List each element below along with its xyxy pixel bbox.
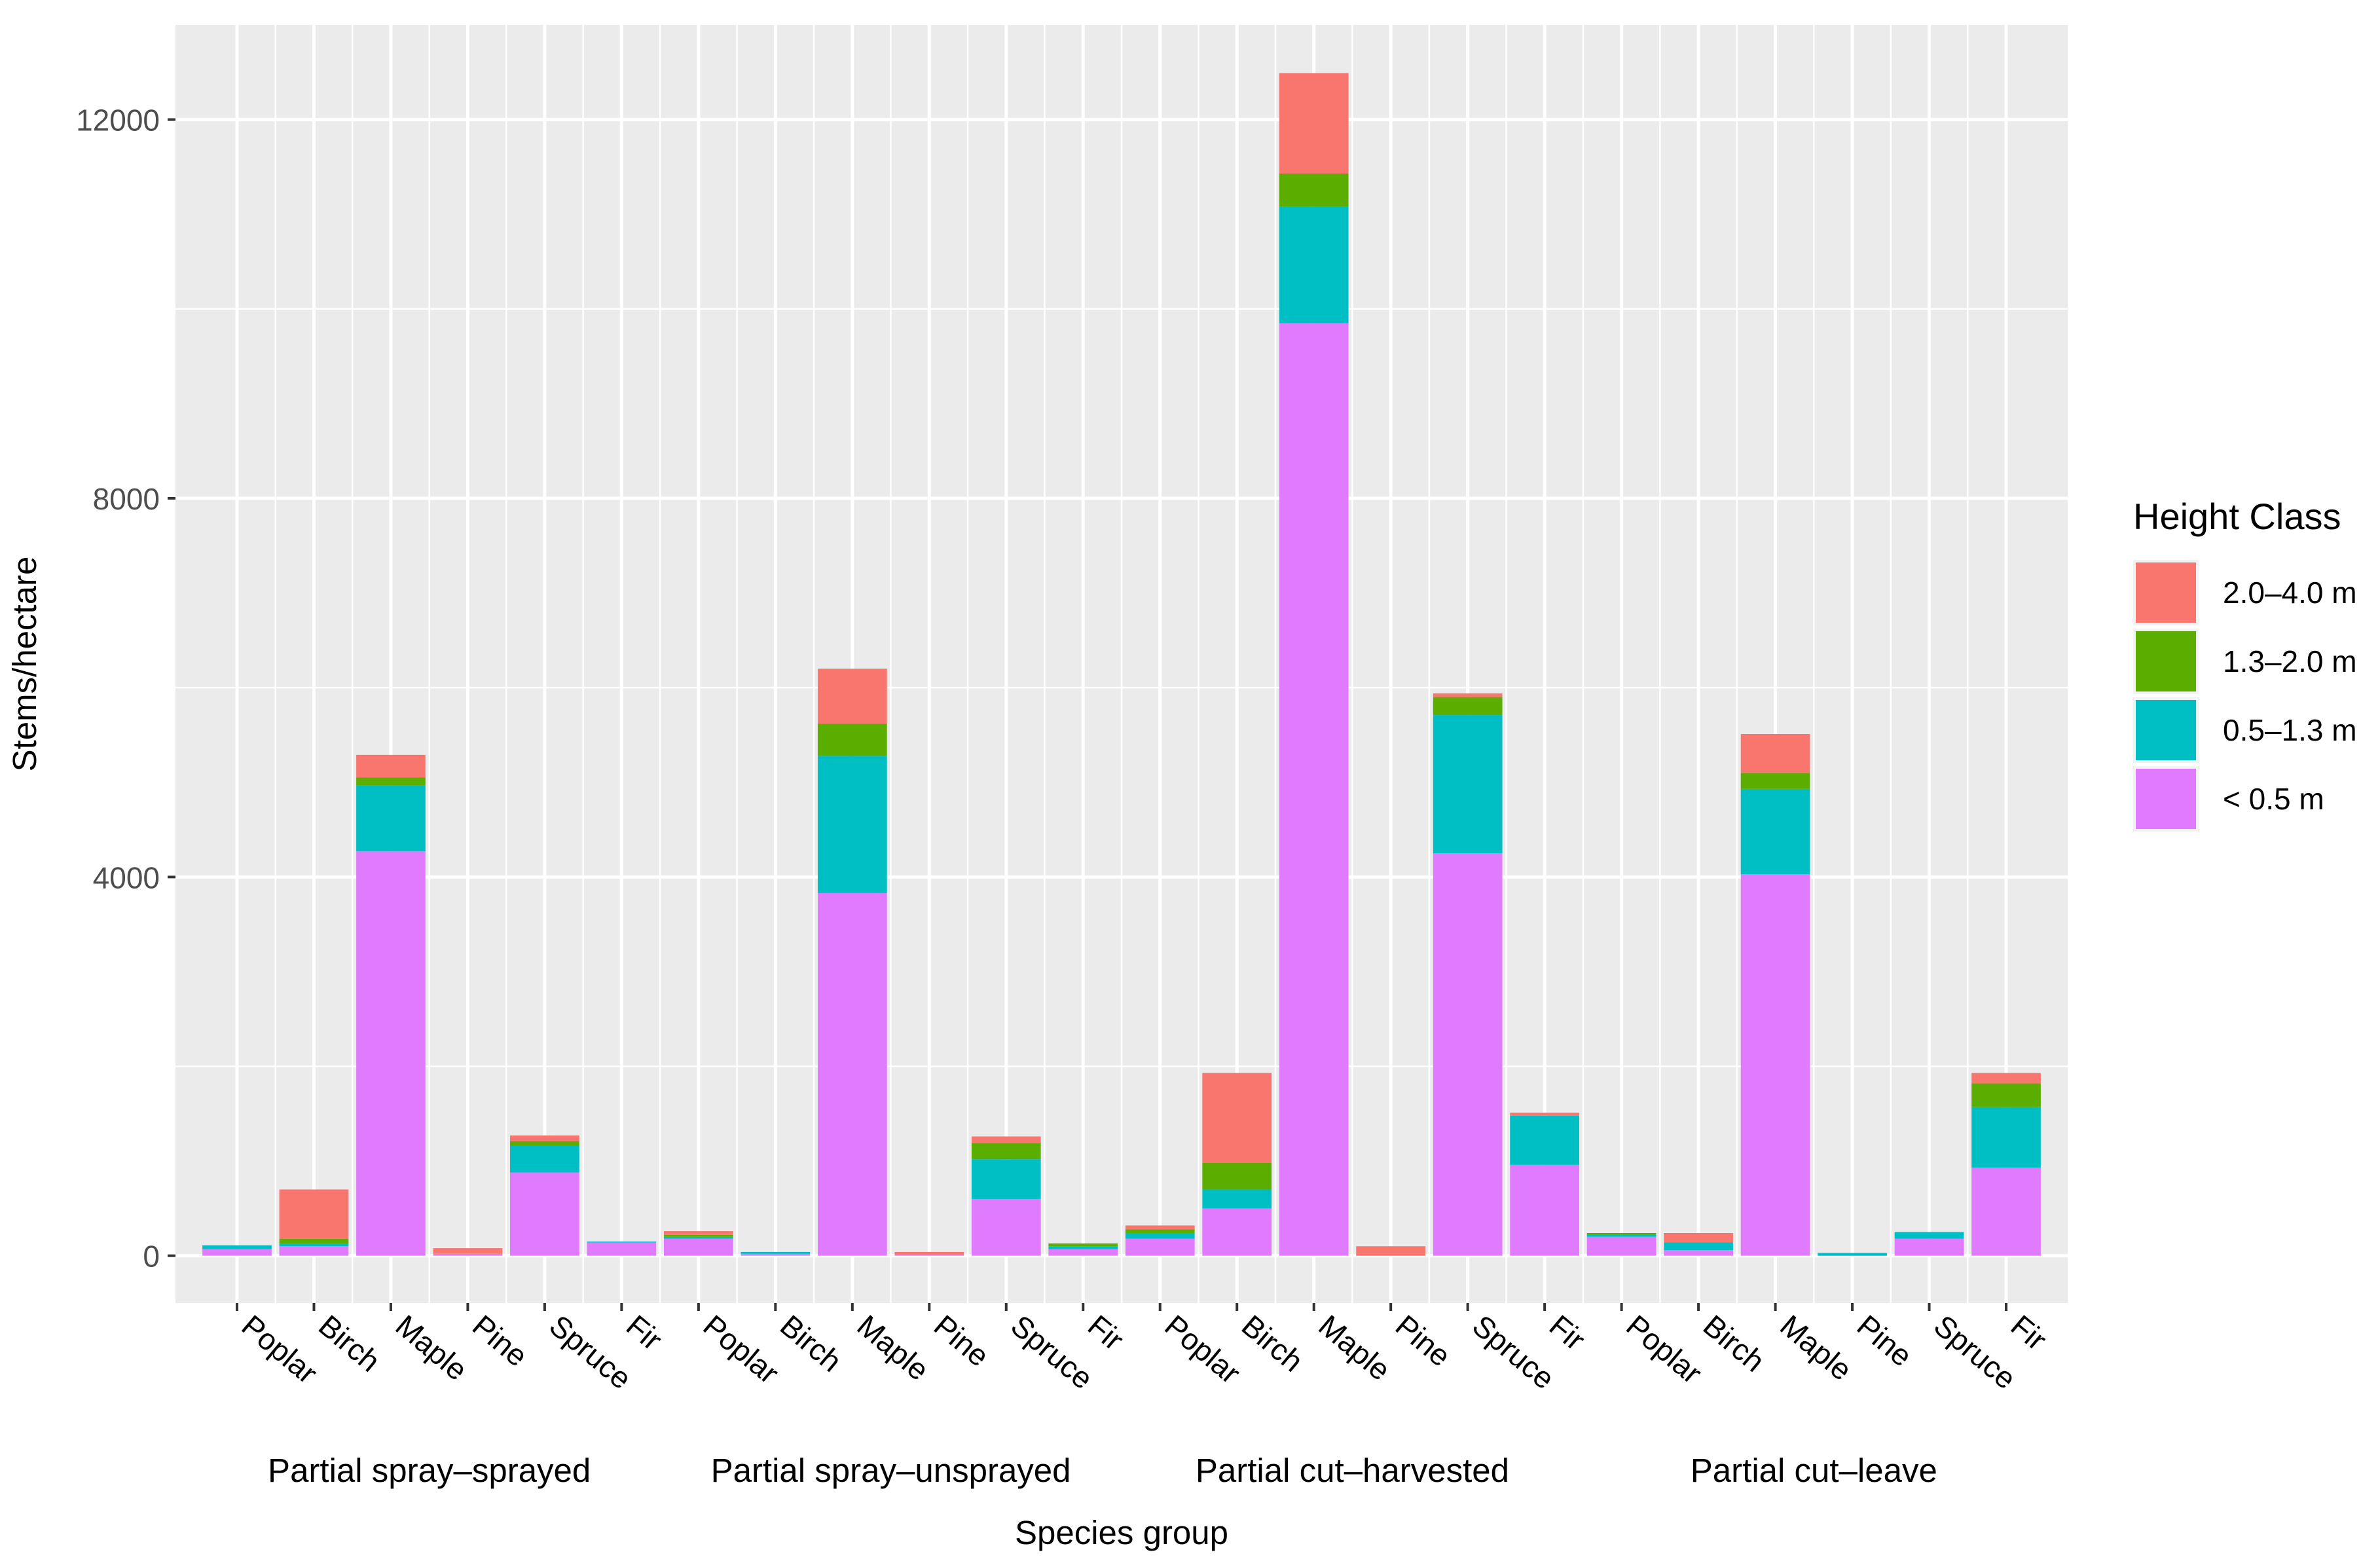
- bar-segment-birch-g1-s4: [279, 1189, 349, 1239]
- bar-segment-maple-g4-s1: [1740, 874, 1810, 1256]
- bar-segment-birch-g2-s2: [741, 1251, 811, 1254]
- legend-title: Height Class: [2133, 496, 2341, 537]
- group-label: Partial cut–harvested: [1196, 1452, 1509, 1489]
- bar-segment-maple-g1-s4: [356, 754, 426, 778]
- bar-segment-birch-g1-s1: [279, 1246, 349, 1256]
- bar-segment-birch-g3-s4: [1202, 1073, 1272, 1164]
- group-label: Partial cut–leave: [1691, 1452, 1937, 1489]
- bar-segment-poplar-g2-s1: [663, 1238, 733, 1256]
- legend: Height Class 2.0–4.0 m 1.3–2.0 m 0.5–1.3 m…: [2133, 496, 2357, 832]
- bar-segment-spruce-g2-s4: [971, 1136, 1041, 1143]
- bar-segment-poplar-g4-s3: [1586, 1233, 1657, 1235]
- bar-segment-poplar-g3-s1: [1125, 1238, 1195, 1256]
- bar-segment-maple-g2-s1: [817, 893, 887, 1256]
- legend-key-swatch: [2136, 700, 2196, 760]
- bar-segment-spruce-g1-s1: [510, 1172, 579, 1256]
- bar-segment-maple-g1-s1: [356, 851, 426, 1256]
- bar-segment-spruce-g3-s1: [1433, 853, 1503, 1256]
- bar-segment-fir-g3-s2: [1510, 1115, 1580, 1165]
- bar-segment-fir-g2-s3: [1048, 1243, 1118, 1247]
- bar-segment-spruce-g2-s3: [971, 1143, 1041, 1160]
- bar-segment-spruce-g4-s1: [1894, 1238, 1964, 1256]
- legend-label: 2.0–4.0 m: [2223, 576, 2357, 610]
- bar-segment-fir-g2-s2: [1048, 1246, 1118, 1249]
- x-axis-title: Species group: [1015, 1514, 1228, 1551]
- bar-segment-poplar-g2-s3: [663, 1234, 733, 1237]
- bar-segment-poplar-g3-s4: [1125, 1225, 1195, 1230]
- bar-segment-spruce-g3-s4: [1433, 693, 1503, 697]
- bar-segment-poplar-g1-s1: [202, 1249, 272, 1256]
- bar-segment-pine-g4-s2: [1818, 1253, 1887, 1256]
- bar-segment-maple-g2-s2: [817, 756, 887, 893]
- bar-segment-maple-g3-s1: [1279, 323, 1349, 1256]
- bar-segment-fir-g3-s1: [1510, 1164, 1580, 1256]
- group-label: Partial spray–unsprayed: [711, 1452, 1071, 1489]
- y-axis-title: Stems/hectare: [6, 557, 43, 772]
- bar-segment-maple-g2-s3: [817, 724, 887, 756]
- bar-segment-birch-g3-s1: [1202, 1208, 1272, 1256]
- bar-segment-maple-g1-s2: [356, 785, 426, 852]
- bar-segment-poplar-g1-s2: [202, 1245, 272, 1249]
- bar-segment-maple-g4-s3: [1740, 773, 1810, 789]
- bar-segment-spruce-g2-s1: [971, 1198, 1041, 1256]
- bar-segment-spruce-g2-s2: [971, 1159, 1041, 1199]
- minor-gridlines: [175, 25, 2068, 1303]
- bar-segment-birch-g3-s2: [1202, 1189, 1272, 1209]
- bar-segment-maple-g1-s3: [356, 777, 426, 786]
- bars: [202, 73, 2041, 1256]
- bar-segment-fir-g1-s1: [587, 1242, 657, 1256]
- bar-segment-pine-g3-s4: [1356, 1246, 1426, 1256]
- y-tick-label: 8000: [93, 482, 160, 516]
- legend-label: 0.5–1.3 m: [2223, 713, 2357, 747]
- y-tick-label: 12000: [76, 103, 160, 138]
- bar-segment-fir-g4-s2: [1971, 1107, 2041, 1168]
- legend-label: 1.3–2.0 m: [2223, 644, 2357, 678]
- bar-segment-maple-g3-s4: [1279, 73, 1349, 174]
- legend-key-swatch: [2136, 769, 2196, 829]
- bar-segment-spruce-g3-s3: [1433, 697, 1503, 716]
- bar-segment-spruce-g1-s2: [510, 1145, 579, 1173]
- bar-segment-poplar-g3-s3: [1125, 1229, 1195, 1234]
- legend-key-swatch: [2136, 631, 2196, 691]
- y-tick-label: 4000: [93, 860, 160, 894]
- bar-segment-maple-g3-s3: [1279, 174, 1349, 207]
- bar-segment-maple-g4-s2: [1740, 788, 1810, 874]
- bar-segment-maple-g3-s2: [1279, 206, 1349, 323]
- y-tick-label: 0: [143, 1240, 160, 1274]
- bar-segment-spruce-g1-s3: [510, 1141, 579, 1146]
- bar-segment-birch-g1-s2: [279, 1243, 349, 1247]
- bar-segment-spruce-g4-s2: [1894, 1232, 1964, 1239]
- bar-segment-maple-g4-s4: [1740, 733, 1810, 773]
- legend-key-swatch: [2136, 562, 2196, 623]
- bar-segment-birch-g4-s4: [1664, 1233, 1733, 1243]
- bar-segment-fir-g4-s4: [1971, 1073, 2041, 1084]
- bar-segment-poplar-g4-s1: [1586, 1236, 1657, 1256]
- bar-segment-fir-g3-s4: [1510, 1113, 1580, 1116]
- bar-segment-fir-g4-s3: [1971, 1083, 2041, 1107]
- bar-segment-pine-g1-s1: [433, 1253, 503, 1256]
- bar-segment-birch-g2-s1: [741, 1253, 811, 1256]
- bar-segment-poplar-g2-s4: [663, 1231, 733, 1235]
- bar-segment-birch-g1-s3: [279, 1238, 349, 1243]
- bar-segment-spruce-g3-s2: [1433, 715, 1503, 854]
- legend-label: < 0.5 m: [2223, 782, 2324, 816]
- bar-segment-fir-g4-s1: [1971, 1168, 2041, 1256]
- y-axis: 0 4000 8000 12000: [76, 103, 175, 1274]
- bar-segment-birch-g4-s1: [1664, 1250, 1733, 1256]
- bar-segment-birch-g4-s2: [1664, 1242, 1733, 1251]
- bar-segment-maple-g2-s4: [817, 669, 887, 724]
- bar-segment-pine-g1-s4: [433, 1248, 503, 1254]
- bar-segment-spruce-g1-s4: [510, 1135, 579, 1141]
- bar-segment-pine-g2-s4: [894, 1251, 964, 1255]
- bar-segment-poplar-g4-s2: [1586, 1234, 1657, 1237]
- bar-segment-poplar-g2-s2: [663, 1236, 733, 1239]
- bar-segment-poplar-g3-s2: [1125, 1233, 1195, 1239]
- group-label: Partial spray–sprayed: [268, 1452, 591, 1489]
- bar-segment-fir-g2-s1: [1048, 1249, 1118, 1256]
- bar-segment-birch-g3-s3: [1202, 1163, 1272, 1190]
